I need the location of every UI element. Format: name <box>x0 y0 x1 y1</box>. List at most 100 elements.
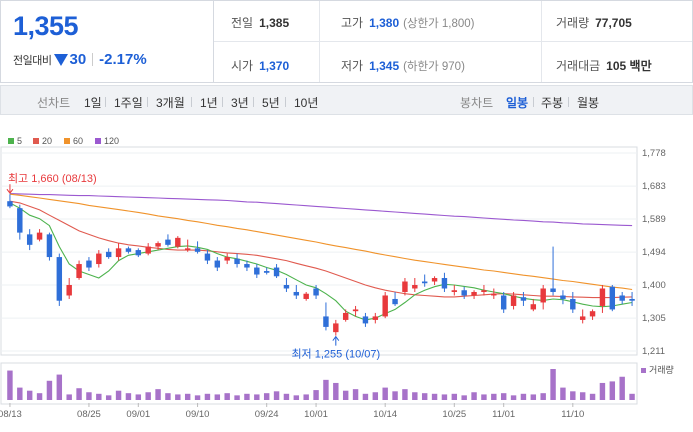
legend-swatch <box>64 138 70 144</box>
volume-bar <box>204 393 211 400</box>
candle-body <box>589 311 596 317</box>
current-price: 1,355 <box>13 11 79 41</box>
candle-body <box>224 257 230 261</box>
candle-body <box>145 246 151 254</box>
tab-10y[interactable]: 10년 <box>294 96 319 110</box>
high-annotation: 최고 1,660 (08/13) <box>8 172 97 185</box>
change-label: 전일대비 <box>13 54 52 67</box>
volume-bar <box>441 394 448 400</box>
low-arrow-head <box>332 335 340 341</box>
stock-chart: 5 20 60 120 1,778 1,683 1,589 1,494 1,400 1,305 1,… <box>0 136 674 420</box>
tab-1y[interactable]: 1년 <box>200 96 218 110</box>
volume-bar <box>471 392 477 400</box>
volume-bar <box>589 393 596 400</box>
candle-body <box>609 286 616 310</box>
candle-body <box>204 253 211 261</box>
volume-bar <box>184 393 191 400</box>
x-tick-label: 09/10 <box>186 409 210 420</box>
volume-bar <box>352 389 359 400</box>
change-row: 전일대비 30 -2.17% <box>13 51 147 68</box>
volume-bar <box>36 393 43 400</box>
candle-body <box>115 248 122 258</box>
x-tick-label: 09/01 <box>126 409 150 420</box>
legend-swatch <box>33 138 39 144</box>
candle-body <box>66 285 72 296</box>
stat-high-value: 1,380 <box>369 16 400 30</box>
tab-1d[interactable]: 1일 <box>84 96 102 110</box>
volume-bar <box>115 390 122 400</box>
stat-prev-label: 전일 <box>231 16 254 30</box>
tab-daily[interactable]: 일봉 <box>506 96 529 110</box>
volume-bar <box>214 394 221 400</box>
volume-bar <box>609 381 616 400</box>
x-tick-label: 11/01 <box>492 409 515 420</box>
stat-open-value: 1,370 <box>259 59 290 73</box>
volume-bar <box>579 392 586 400</box>
tab-1w[interactable]: 1주일 <box>114 96 143 110</box>
change-divider <box>92 53 94 66</box>
candle-body <box>431 278 438 282</box>
candle-body <box>599 288 606 306</box>
tab-3y[interactable]: 3년 <box>231 96 249 110</box>
volume-frame <box>0 362 638 405</box>
volume-bar <box>165 393 171 400</box>
candle-body <box>46 234 53 258</box>
volume-bar <box>56 374 63 400</box>
candle-body <box>17 208 23 233</box>
ma60-line <box>9 193 633 291</box>
volume-bar <box>421 393 428 400</box>
candle-body <box>352 309 359 312</box>
stat-open: 시가 1,370 <box>231 57 289 74</box>
volume-bar <box>313 390 319 400</box>
candle-body <box>214 260 221 268</box>
candle-body <box>471 291 477 296</box>
volume-bar <box>619 376 625 400</box>
candle-body <box>451 290 458 292</box>
candle-body <box>303 293 309 299</box>
volume-bar <box>155 389 161 400</box>
ma120-line <box>9 192 633 227</box>
candle-body <box>570 298 576 310</box>
tab-monthly[interactable]: 월봉 <box>577 96 600 110</box>
x-tick-label: 10/01 <box>304 409 328 420</box>
volume-bar <box>7 370 13 400</box>
tab-3m[interactable]: 3개월 <box>156 96 185 110</box>
candle-body <box>293 291 300 296</box>
legend-label: 60 <box>73 136 83 146</box>
stat-row-divider <box>214 41 692 42</box>
volume-bar <box>392 391 398 400</box>
candle-body <box>135 250 142 256</box>
tab-weekly[interactable]: 주봉 <box>541 96 564 110</box>
stat-volume-value: 77,705 <box>595 16 632 30</box>
volume-bar <box>254 394 260 400</box>
volume-bar <box>303 394 309 400</box>
volume-label: 거래량 <box>649 364 674 375</box>
candle-body <box>155 243 161 247</box>
candle-body <box>86 260 92 268</box>
x-tick-label: 11/10 <box>561 409 584 420</box>
stat-turnover: 거래대금 105 백만 <box>556 57 652 74</box>
stat-high-limit: (상한가 1,800) <box>403 18 475 30</box>
candle-body <box>481 290 487 292</box>
stat-turnover-label: 거래대금 <box>556 59 601 73</box>
volume-bar <box>599 382 606 400</box>
volume-bar <box>17 387 23 400</box>
low-annotation: 최저 1,255 (10/07) <box>291 348 380 361</box>
candle-body <box>313 288 319 296</box>
y-tick-label: 1,683 <box>642 181 666 192</box>
volume-bar <box>560 387 566 400</box>
stat-high: 고가 1,380 (상한가 1,800) <box>341 14 475 31</box>
y-tick-label: 1,305 <box>642 313 666 324</box>
volume-bar <box>342 390 349 400</box>
candle-body <box>273 267 280 277</box>
tab-divider <box>533 97 534 107</box>
candle-body <box>36 232 43 240</box>
tab-5y[interactable]: 5년 <box>262 96 280 110</box>
volume-legend-swatch <box>641 368 646 373</box>
candle-body <box>629 298 635 301</box>
candle-body <box>7 201 13 207</box>
x-tick-label: 08/13 <box>0 409 22 420</box>
stat-open-label: 시가 <box>231 59 254 73</box>
y-tick-label: 1,778 <box>642 148 666 159</box>
volume-bar <box>273 391 280 400</box>
